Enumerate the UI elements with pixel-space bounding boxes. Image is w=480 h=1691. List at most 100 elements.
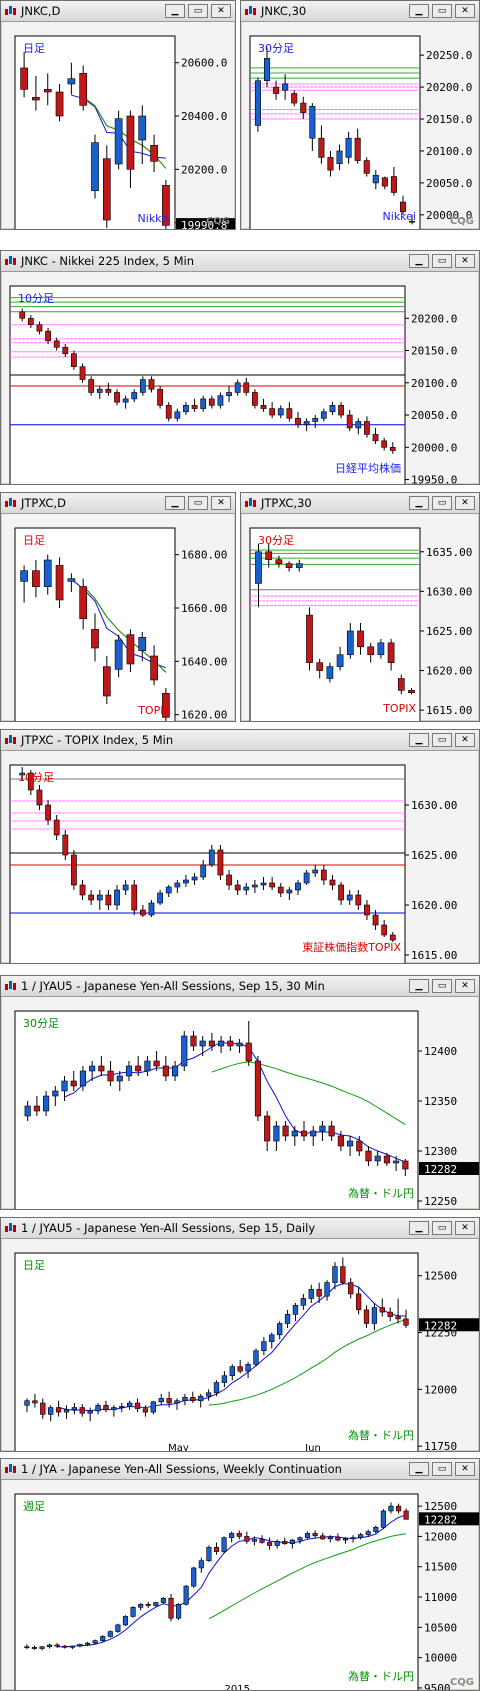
candle-body[interactable] (208, 1040, 215, 1047)
candle-body[interactable] (217, 849, 224, 876)
candle-body[interactable] (390, 176, 397, 193)
window-titlebar[interactable]: JNKC,D ▁ ▭ ✕ (1, 1, 235, 22)
candle-body[interactable] (327, 1536, 333, 1540)
candle-body[interactable] (402, 1160, 409, 1170)
candle-body[interactable] (379, 1307, 385, 1313)
candle-body[interactable] (79, 366, 86, 380)
candle-body[interactable] (103, 1404, 109, 1411)
candle-body[interactable] (92, 1640, 98, 1644)
chart-window[interactable]: JNKC,D▁▭✕日足Nikkei20600.020400.020200.020… (0, 0, 236, 230)
candle-body[interactable] (282, 1125, 289, 1137)
candle-body[interactable] (71, 353, 77, 367)
candle-body[interactable] (260, 882, 267, 886)
candle-body[interactable] (157, 388, 163, 406)
candle-body[interactable] (337, 1135, 344, 1147)
candle-body[interactable] (289, 1539, 295, 1544)
candle-body[interactable] (397, 678, 405, 691)
candle-body[interactable] (200, 864, 207, 878)
candle-body[interactable] (114, 392, 120, 403)
candle-body[interactable] (62, 1645, 68, 1648)
candle-body[interactable] (269, 882, 276, 888)
candle-body[interactable] (264, 1115, 271, 1142)
candle-body[interactable] (303, 421, 310, 426)
candle-body[interactable] (217, 395, 224, 406)
candle-body[interactable] (114, 889, 120, 906)
candle-body[interactable] (383, 1155, 390, 1164)
candle-body[interactable] (102, 666, 111, 697)
window-titlebar[interactable]: JTPXC,30 ▁ ▭ ✕ (241, 493, 479, 514)
candle-body[interactable] (285, 563, 293, 568)
candle-body[interactable] (208, 849, 215, 866)
candle-body[interactable] (367, 646, 375, 656)
candle-body[interactable] (300, 1298, 307, 1306)
candle-body[interactable] (345, 137, 352, 158)
minimize-button[interactable]: ▁ (409, 254, 429, 268)
candle-body[interactable] (107, 1631, 113, 1637)
candle-body[interactable] (198, 1560, 204, 1569)
candle-body[interactable] (277, 408, 284, 416)
candle-body[interactable] (237, 1366, 243, 1372)
candle-body[interactable] (138, 1604, 144, 1608)
candle-body[interactable] (227, 1040, 234, 1047)
candle-body[interactable] (79, 1070, 86, 1087)
candle-body[interactable] (168, 1597, 174, 1619)
candle-body[interactable] (316, 1289, 322, 1297)
candle-body[interactable] (355, 421, 362, 429)
candle-body[interactable] (355, 1293, 362, 1311)
restore-button[interactable]: ▭ (188, 496, 208, 510)
plot-area[interactable] (249, 35, 421, 230)
candle-body[interactable] (213, 1547, 220, 1552)
candle-body[interactable] (174, 882, 181, 888)
candle-body[interactable] (372, 914, 379, 926)
candle-body[interactable] (292, 1304, 299, 1315)
candle-body[interactable] (105, 388, 112, 393)
candle-body[interactable] (63, 1409, 70, 1413)
candle-body[interactable] (69, 1645, 75, 1648)
chart-canvas[interactable]: 30分足為替・ドル円124001235012300122501228215:00… (2, 997, 480, 1210)
candle-body[interactable] (43, 559, 52, 587)
candle-body[interactable] (346, 630, 354, 656)
candle-body[interactable] (53, 819, 60, 836)
candle-body[interactable] (255, 551, 262, 584)
candle-body[interactable] (122, 884, 129, 891)
candle-body[interactable] (236, 1042, 243, 1047)
candle-body[interactable] (329, 405, 336, 413)
candle-body[interactable] (148, 379, 155, 390)
candle-body[interactable] (79, 73, 88, 106)
candle-body[interactable] (387, 1311, 393, 1317)
candle-body[interactable] (174, 411, 181, 419)
candle-body[interactable] (62, 834, 69, 856)
candle-body[interactable] (79, 586, 88, 619)
close-button[interactable]: ✕ (455, 254, 475, 268)
candle-body[interactable] (199, 1040, 206, 1047)
close-button[interactable]: ✕ (211, 4, 231, 18)
candle-body[interactable] (150, 145, 158, 162)
close-button[interactable]: ✕ (211, 496, 231, 510)
candle-body[interactable] (350, 1537, 356, 1540)
candle-body[interactable] (310, 1130, 317, 1137)
chart-area[interactable]: 日足為替・ドル円12500122501200011750122820613202… (2, 1239, 479, 1451)
candle-body[interactable] (157, 892, 163, 904)
candle-body[interactable] (403, 1318, 409, 1326)
candle-body[interactable] (165, 405, 172, 419)
close-button[interactable]: ✕ (455, 1221, 475, 1235)
candle-body[interactable] (183, 879, 189, 884)
candle-body[interactable] (357, 630, 364, 648)
candle-body[interactable] (229, 1366, 235, 1377)
candle-body[interactable] (318, 137, 325, 158)
candle-body[interactable] (336, 654, 344, 667)
candle-body[interactable] (165, 886, 172, 894)
candle-body[interactable] (364, 421, 370, 435)
candle-body[interactable] (213, 1382, 220, 1394)
candle-body[interactable] (174, 1400, 180, 1404)
candle-body[interactable] (374, 1155, 381, 1162)
candle-body[interactable] (356, 1140, 363, 1152)
candle-body[interactable] (142, 1408, 149, 1413)
candle-body[interactable] (387, 642, 395, 663)
candle-body[interactable] (191, 876, 198, 881)
candle-body[interactable] (245, 1042, 252, 1062)
candle-body[interactable] (126, 115, 135, 170)
candle-body[interactable] (273, 1125, 280, 1142)
candle-body[interactable] (408, 690, 415, 694)
window-titlebar[interactable]: 1 / JYAU5 - Japanese Yen-All Sessions, S… (1, 1218, 479, 1239)
